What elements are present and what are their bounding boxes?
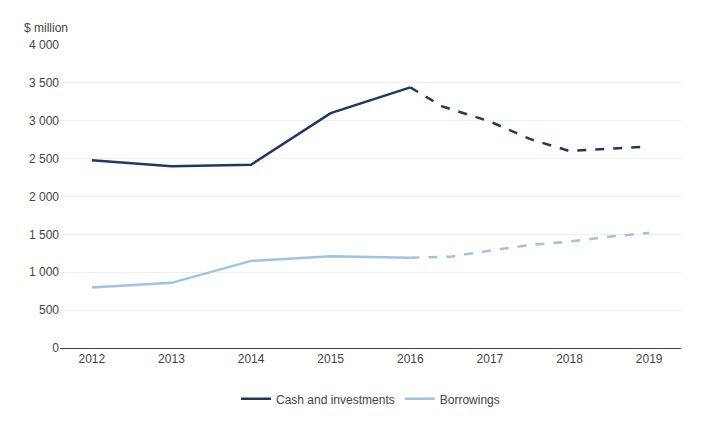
svg-text:3 500: 3 500 [29,76,59,90]
svg-text:2018: 2018 [556,352,583,366]
svg-text:1 500: 1 500 [29,228,59,242]
svg-text:Cash and investments: Cash and investments [276,393,395,407]
svg-text:4 000: 4 000 [29,38,59,52]
svg-text:2019: 2019 [636,352,663,366]
svg-text:2 500: 2 500 [29,152,59,166]
svg-text:0: 0 [52,341,59,355]
svg-text:2012: 2012 [78,352,105,366]
svg-text:2 000: 2 000 [29,190,59,204]
svg-text:2017: 2017 [477,352,504,366]
svg-text:500: 500 [39,303,59,317]
svg-text:1 000: 1 000 [29,265,59,279]
svg-text:3 000: 3 000 [29,114,59,128]
svg-text:2016: 2016 [397,352,424,366]
svg-text:2014: 2014 [238,352,265,366]
svg-text:$ million: $ million [24,21,68,35]
svg-text:2015: 2015 [317,352,344,366]
svg-text:Borrowings: Borrowings [440,393,500,407]
svg-text:2013: 2013 [158,352,185,366]
